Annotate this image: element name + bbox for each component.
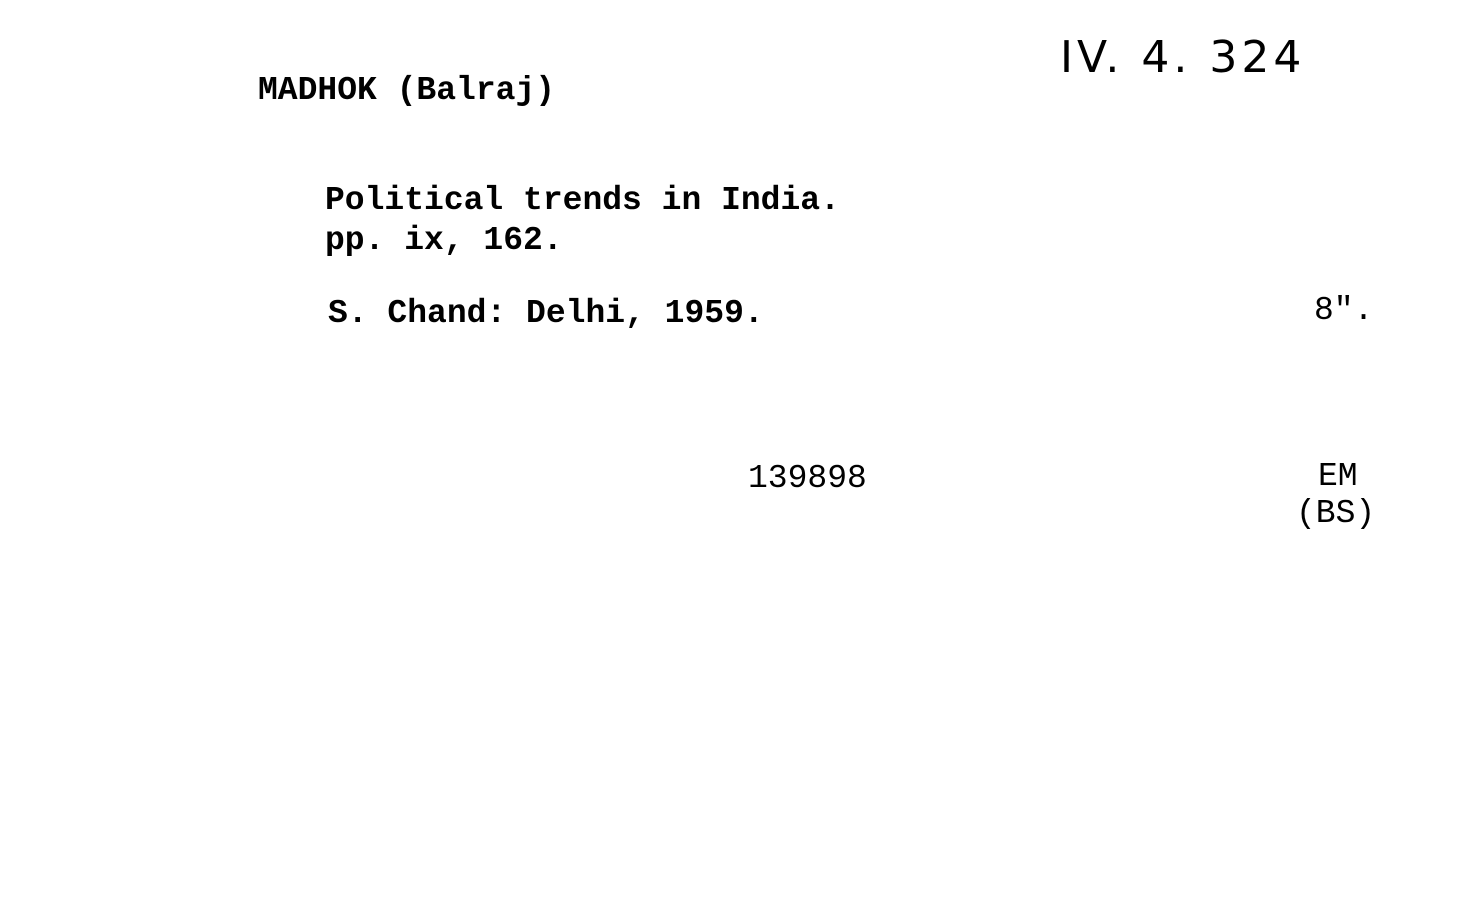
- accession-number: 139898: [748, 460, 867, 497]
- code-line-2: (BS): [1296, 495, 1376, 532]
- pagination: pp. ix, 162.: [325, 222, 563, 259]
- author: MADHOK (Balraj): [258, 72, 556, 109]
- size: 8".: [1314, 292, 1374, 329]
- shelfmark: IV. 4. 324: [1060, 32, 1306, 83]
- imprint: S. Chand: Delhi, 1959.: [328, 295, 764, 332]
- title: Political trends in India.: [325, 182, 840, 219]
- code-line-1: EM: [1318, 458, 1358, 495]
